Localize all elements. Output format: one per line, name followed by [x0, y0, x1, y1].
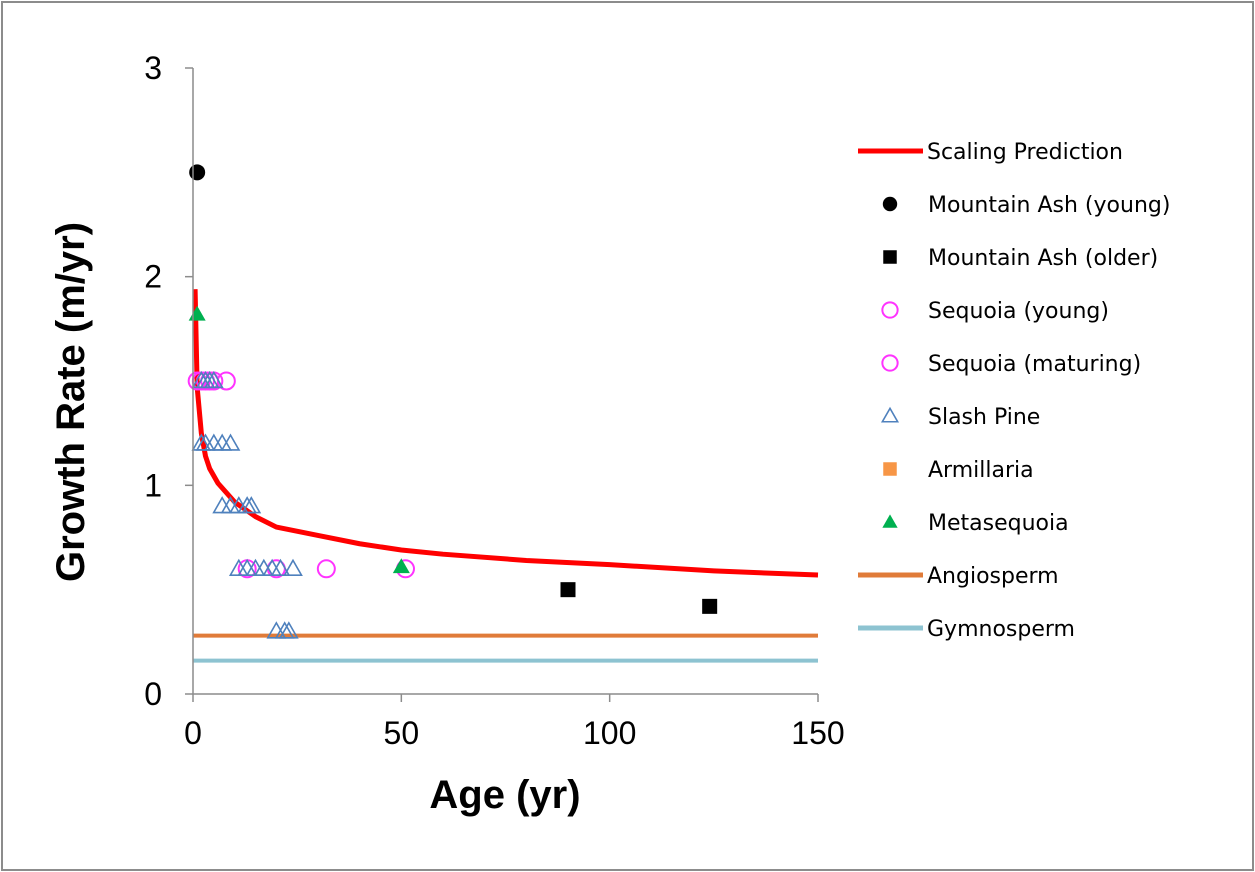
x-tick-label: 0 [184, 715, 202, 751]
legend-label-sequoia-maturing: Sequoia (maturing) [928, 352, 1141, 377]
tick-labels: 0 1 2 3 0 50 100 150 [144, 50, 844, 751]
x-axis-title: Age (yr) [429, 773, 580, 817]
legend-label-armillaria: Armillaria [928, 458, 1034, 483]
y-axis-title: Growth Rate (m/yr) [49, 222, 93, 582]
slash-pine-point [270, 558, 291, 576]
legend-label-scaling-prediction: Scaling Prediction [927, 140, 1123, 165]
y-tick-label: 0 [144, 676, 162, 712]
x-tick-label: 50 [384, 715, 420, 751]
legend-swatch-mountain-ash-young [882, 196, 898, 212]
legend-swatch-sequoia-maturing [881, 354, 899, 372]
sequoia-maturing-point [316, 559, 336, 579]
y-tick-label: 3 [144, 50, 162, 86]
legend-label-sequoia-young: Sequoia (young) [928, 299, 1109, 324]
scaling-prediction-line [192, 289, 819, 578]
metasequoia-point [188, 305, 206, 321]
legend-swatch-metasequoia [882, 514, 898, 528]
legend-swatch-mountain-ash-older [883, 250, 897, 264]
mountain-ash-young-point [189, 164, 206, 181]
axes [185, 67, 819, 702]
legend-swatch-slash-pine [880, 406, 900, 423]
legend-label-slash-pine: Slash Pine [928, 405, 1040, 430]
slash-pine-point [278, 621, 299, 639]
plot-area [187, 164, 819, 663]
legend-label-metasequoia: Metasequoia [928, 511, 1069, 536]
x-tick-label: 100 [583, 715, 636, 751]
legend-swatch-armillaria [883, 462, 897, 476]
slash-pine-point [212, 496, 233, 514]
y-tick-label: 1 [144, 467, 162, 503]
y-tick-label: 2 [144, 259, 162, 295]
legend-label-gymnosperm: Gymnosperm [927, 617, 1075, 642]
x-tick-label: 150 [791, 715, 844, 751]
legend: Scaling Prediction Mountain Ash (young) Mo… [858, 140, 1170, 642]
legend-label-mountain-ash-older: Mountain Ash (older) [928, 246, 1158, 271]
slash-pine-point [220, 433, 241, 451]
slash-pine-point [241, 496, 262, 514]
legend-label-mountain-ash-young: Mountain Ash (young) [928, 193, 1170, 218]
slash-pine-point [283, 558, 303, 576]
legend-swatch-sequoia-young [881, 301, 899, 319]
legend-label-angiosperm: Angiosperm [927, 564, 1059, 589]
slash-pine-point [203, 370, 224, 389]
mountain-ash-older-point [702, 598, 718, 614]
mountain-ash-older-point [560, 582, 576, 598]
metasequoia-point [392, 558, 410, 574]
slash-pine-point [212, 433, 233, 451]
